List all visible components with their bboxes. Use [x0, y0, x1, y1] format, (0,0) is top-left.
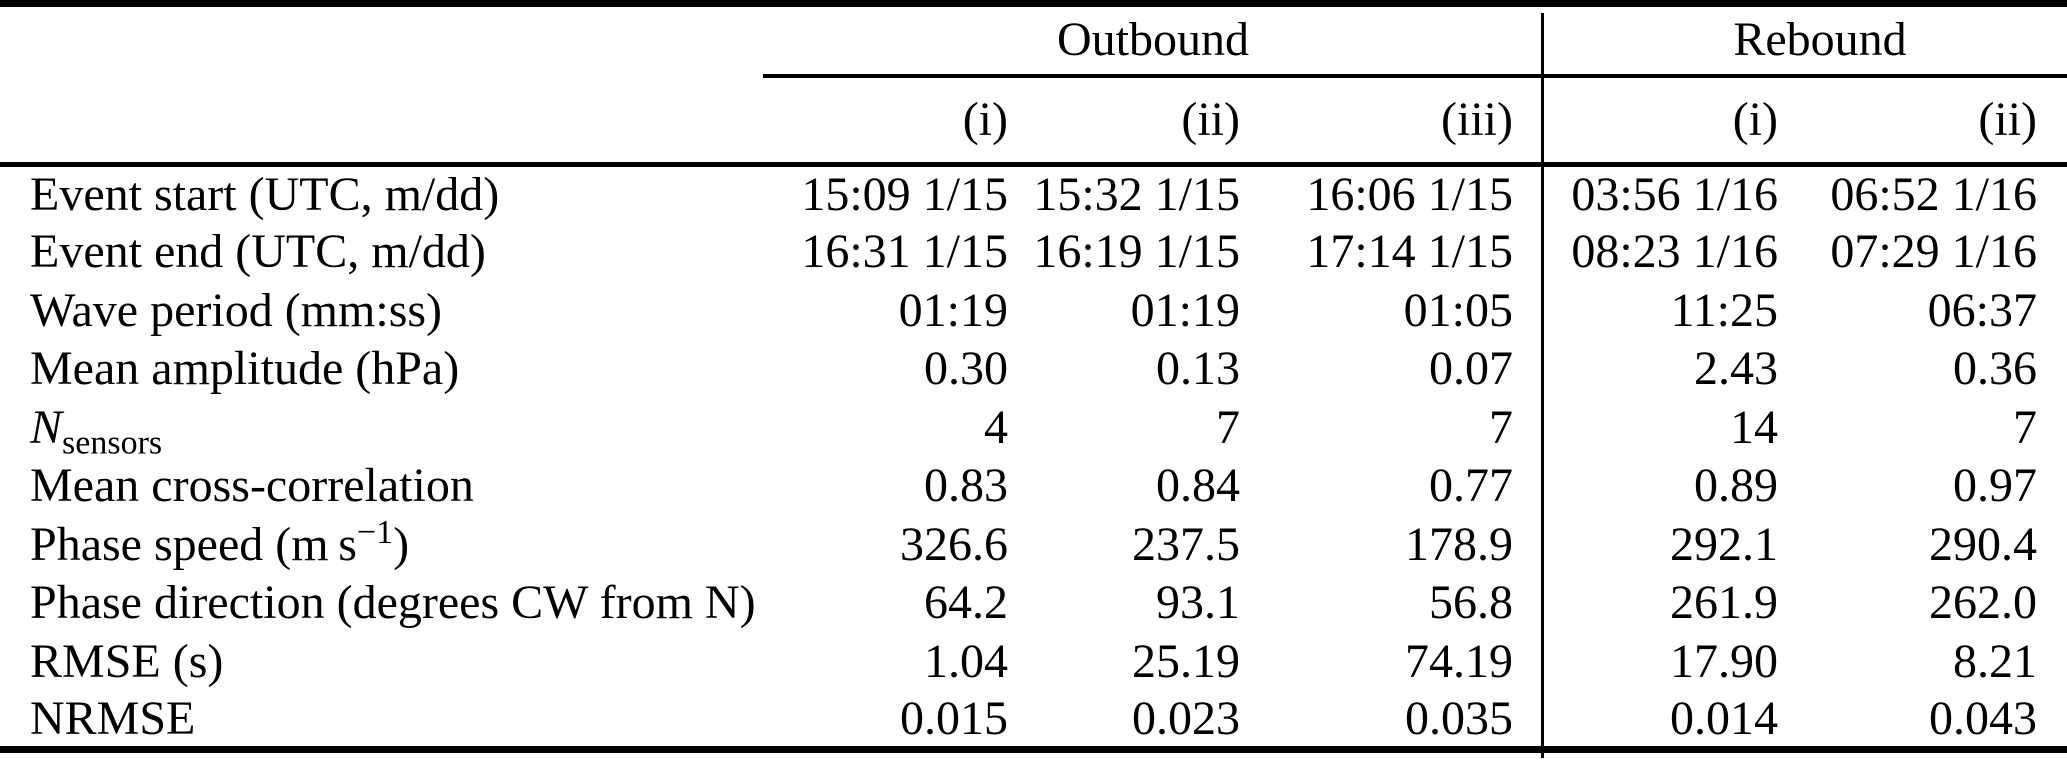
table-row-event-end: Event end (UTC, m/dd) 16:31 1/15 16:19 1… — [0, 223, 2067, 282]
data-cell: 178.9 — [1405, 517, 1513, 571]
data-cell: 4 — [984, 400, 1008, 454]
data-cell: 0.77 — [1429, 459, 1513, 513]
phase-speed-label-close: ) — [393, 517, 410, 571]
data-cell: 0.043 — [1929, 691, 2038, 745]
data-cell: 0.83 — [924, 459, 1008, 513]
data-cell: 25.19 — [1132, 634, 1240, 688]
data-cell: 290.4 — [1929, 517, 2038, 571]
group-header-rebound: Rebound — [1543, 3, 2067, 78]
corner-empty-cell — [0, 4, 763, 76]
data-cell: 2.43 — [1694, 342, 1778, 396]
data-cell: 262.0 — [1929, 576, 2038, 630]
data-cell: 0.97 — [1953, 459, 2038, 513]
data-cell: 07:29 1/16 — [1830, 225, 2038, 279]
data-cell: 0.015 — [900, 691, 1008, 745]
group-header-outbound: Outbound — [763, 3, 1543, 78]
row-label: Event end (UTC, m/dd) — [30, 225, 486, 279]
sub-header-row: (i) (ii) (iii) (i) (ii) — [0, 75, 2067, 167]
data-cell: 0.023 — [1132, 691, 1240, 745]
table-row-event-start: Event start (UTC, m/dd) 15:09 1/15 15:32… — [0, 165, 2067, 224]
col-header-outbound-ii: (ii) — [1016, 75, 1248, 167]
row-label: Wave period (mm:ss) — [30, 283, 443, 337]
data-cell: 0.36 — [1953, 342, 2038, 396]
col-header-outbound-i: (i) — [763, 75, 1016, 167]
data-cell: 11:25 — [1670, 283, 1778, 337]
data-cell: 0.84 — [1156, 459, 1240, 513]
data-cell: 17:14 1/15 — [1306, 225, 1513, 279]
data-cell: 261.9 — [1670, 576, 1778, 630]
sub-header-empty-cell — [0, 75, 763, 167]
row-label: Phase speed (m s−1) — [0, 513, 763, 575]
data-cell: 237.5 — [1132, 517, 1240, 571]
data-cell: 16:19 1/15 — [1033, 225, 1240, 279]
data-cell: 64.2 — [924, 576, 1008, 630]
data-cell: 14 — [1730, 400, 1778, 454]
data-cell: 0.014 — [1670, 691, 1778, 745]
data-cell: 01:05 — [1403, 283, 1513, 337]
data-cell: 0.035 — [1405, 691, 1513, 745]
n-symbol: N — [30, 400, 63, 454]
data-cell: 06:52 1/16 — [1830, 168, 2038, 221]
data-cell: 01:19 — [898, 283, 1008, 337]
row-label: NRMSE — [30, 691, 196, 745]
data-cell: 8.21 — [1953, 634, 2038, 688]
data-cell: 0.07 — [1429, 342, 1513, 396]
data-cell: 1.04 — [924, 634, 1008, 688]
group-divider-line — [1541, 13, 1544, 758]
data-cell: 06:37 — [1927, 283, 2038, 337]
phase-speed-label: Phase speed (m s — [30, 517, 357, 571]
row-label: RMSE (s) — [30, 634, 224, 688]
table-row-phase-direction: Phase direction (degrees CW from N) 64.2… — [0, 574, 2067, 633]
data-cell: 93.1 — [1156, 576, 1240, 630]
col-header-rebound-i: (i) — [1543, 75, 1786, 167]
data-cell: 74.19 — [1405, 634, 1513, 688]
data-cell: 16:06 1/15 — [1306, 168, 1513, 221]
data-cell: 0.89 — [1694, 459, 1778, 513]
table-row-phase-speed: Phase speed (m s−1) 326.6 237.5 178.9 29… — [0, 513, 2067, 575]
col-header-outbound-iii: (iii) — [1248, 75, 1543, 167]
data-cell: 56.8 — [1429, 576, 1513, 630]
data-cell: 15:32 1/15 — [1033, 168, 1240, 221]
data-cell: 0.30 — [924, 342, 1008, 396]
group-header-row: Outbound Rebound — [0, 3, 2067, 78]
data-cell: 0.13 — [1156, 342, 1240, 396]
data-cell: 292.1 — [1670, 517, 1778, 571]
table-row-rmse: RMSE (s) 1.04 25.19 74.19 17.90 8.21 — [0, 633, 2067, 692]
data-cell: 15:09 1/15 — [801, 168, 1008, 221]
data-cell: 08:23 1/16 — [1571, 225, 1778, 279]
data-cell: 16:31 1/15 — [801, 225, 1008, 279]
phase-speed-exponent: −1 — [356, 513, 394, 551]
data-cell: 7 — [1216, 400, 1240, 454]
table-row-mean-amplitude: Mean amplitude (hPa) 0.30 0.13 0.07 2.43… — [0, 340, 2067, 399]
data-cell: 7 — [1489, 400, 1513, 454]
results-table: Outbound Rebound (i) (ii) (iii) (i) (ii)… — [0, 0, 2067, 753]
data-cell: 326.6 — [900, 517, 1008, 571]
data-cell: 03:56 1/16 — [1571, 168, 1778, 221]
data-cell: 17.90 — [1670, 634, 1778, 688]
data-cell: 7 — [2013, 400, 2038, 454]
row-label: Nsensors — [0, 399, 763, 462]
n-subscript: sensors — [62, 424, 163, 462]
table-row-mean-cross-correlation: Mean cross-correlation 0.83 0.84 0.77 0.… — [0, 457, 2067, 516]
row-label: Mean amplitude (hPa) — [30, 342, 460, 396]
table-row-nrmse: NRMSE 0.015 0.023 0.035 0.014 0.043 — [0, 691, 2067, 750]
row-label: Mean cross-correlation — [30, 459, 474, 513]
data-cell: 01:19 — [1130, 283, 1240, 337]
table-row-wave-period: Wave period (mm:ss) 01:19 01:19 01:05 11… — [0, 282, 2067, 341]
row-label: Phase direction (degrees CW from N) — [30, 576, 756, 630]
row-label: Event start (UTC, m/dd) — [30, 168, 500, 221]
table-row-n-sensors: Nsensors 4 7 7 14 7 — [0, 399, 2067, 462]
col-header-rebound-ii: (ii) — [1786, 75, 2067, 167]
